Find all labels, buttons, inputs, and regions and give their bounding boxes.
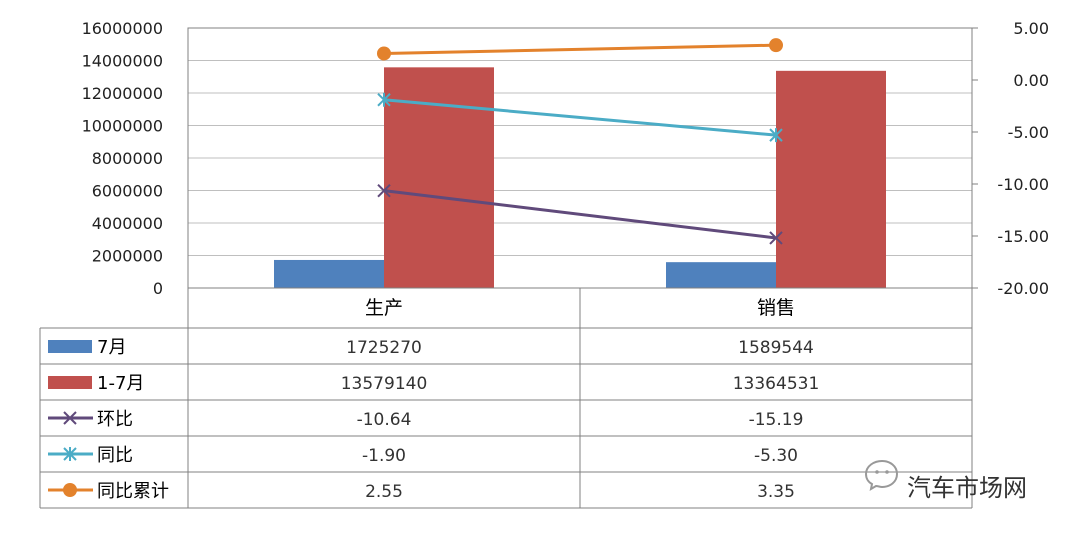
table-cell: -1.90: [362, 446, 406, 466]
watermark: 汽车市场网: [864, 459, 1027, 502]
table-cell: 13364531: [733, 374, 820, 394]
legend-marker: [63, 483, 77, 497]
legend-label: 同比: [97, 445, 133, 466]
data-point: [377, 183, 391, 198]
category-label: 销售: [757, 297, 795, 319]
data-point: [769, 231, 783, 245]
series-line: [383, 43, 777, 55]
table-cell: 2.55: [365, 482, 403, 502]
y-left-tick-label: 10000000: [82, 117, 163, 136]
legend-label: 1-7月: [97, 373, 144, 394]
legend-key: [48, 376, 92, 389]
y-left-tick-label: 2000000: [92, 247, 163, 266]
legend-label: 7月: [97, 337, 126, 358]
y-right-tick-label: -15.00: [997, 227, 1049, 246]
data-point: [377, 46, 391, 61]
series-line: [383, 189, 777, 240]
y-left-tick-label: 0: [153, 279, 163, 298]
series-line: [383, 98, 777, 137]
y-left-tick-label: 16000000: [82, 19, 163, 38]
table-cell: -10.64: [357, 410, 412, 430]
data-point: [377, 92, 391, 107]
legend-key: [48, 340, 92, 353]
bar: [666, 262, 776, 288]
table-cell: -5.30: [754, 446, 798, 466]
category-label: 生产: [365, 297, 403, 319]
bar: [776, 70, 886, 288]
data-point: [769, 38, 783, 53]
legend-label: 环比: [97, 409, 133, 430]
table-cell: 1725270: [346, 338, 422, 358]
y-right-tick-label: 0.00: [1013, 71, 1049, 90]
y-left-tick-label: 8000000: [92, 149, 163, 168]
legend-label: 同比累计: [97, 481, 169, 502]
table-cell: 3.35: [757, 482, 795, 502]
y-right-tick-label: -5.00: [1008, 123, 1049, 142]
bar: [274, 259, 384, 288]
watermark-text: 汽车市场网: [907, 474, 1027, 502]
legend-marker: [63, 447, 77, 461]
table-cell: 13579140: [341, 374, 428, 394]
table-cell: 1589544: [738, 338, 814, 358]
wechat-logo-icon: [864, 459, 899, 492]
y-left-tick-label: 12000000: [82, 84, 163, 103]
y-left-tick-label: 14000000: [82, 52, 163, 71]
y-left-tick-label: 6000000: [92, 182, 163, 201]
y-right-tick-label: 5.00: [1013, 19, 1049, 38]
y-left-tick-label: 4000000: [92, 214, 163, 233]
legend-marker: [63, 411, 77, 425]
y-right-tick-label: -20.00: [997, 279, 1049, 298]
table-cell: -15.19: [749, 410, 804, 430]
y-right-tick-label: -10.00: [997, 175, 1049, 194]
data-point: [769, 128, 783, 143]
